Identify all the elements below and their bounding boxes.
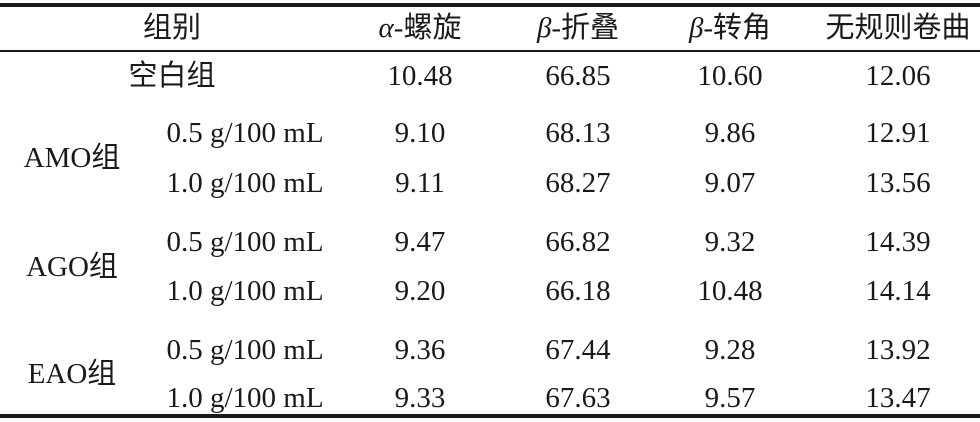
value-cell: 9.86 — [704, 117, 756, 149]
value-cell: 12.06 — [865, 60, 931, 92]
value-cell: 9.07 — [704, 167, 756, 199]
value-cell: 9.33 — [394, 382, 446, 414]
value-cell: 9.20 — [394, 275, 446, 307]
value-cell: 66.82 — [545, 226, 611, 258]
value-cell: 68.27 — [545, 167, 611, 199]
top-rule — [0, 3, 980, 7]
header-rule — [0, 50, 980, 52]
value-cell: 12.91 — [865, 117, 931, 149]
value-cell: 66.85 — [545, 60, 611, 92]
value-cell: 10.60 — [697, 60, 763, 92]
value-cell: 10.48 — [697, 275, 763, 307]
header-cell: β-转角 — [688, 12, 772, 44]
value-cell: 9.57 — [704, 382, 756, 414]
row-label: 空白组 — [128, 60, 216, 92]
dose-label: 1.0 g/100 mL — [166, 275, 324, 307]
value-cell: 9.11 — [395, 167, 445, 199]
value-cell: 9.32 — [704, 226, 756, 258]
dose-label: 0.5 g/100 mL — [166, 117, 324, 149]
value-cell: 14.14 — [865, 275, 931, 307]
value-cell: 10.48 — [387, 60, 453, 92]
value-cell: 13.92 — [865, 334, 931, 366]
header-cell: β-折叠 — [536, 12, 620, 44]
dose-label: 1.0 g/100 mL — [166, 167, 324, 199]
dose-label: 1.0 g/100 mL — [166, 382, 324, 414]
group-label: AMO组 — [23, 142, 121, 174]
value-cell: 9.36 — [394, 334, 446, 366]
value-cell: 68.13 — [545, 117, 611, 149]
value-cell: 67.63 — [545, 382, 611, 414]
value-cell: 9.28 — [704, 334, 756, 366]
dose-label: 0.5 g/100 mL — [166, 334, 324, 366]
dose-label: 0.5 g/100 mL — [166, 226, 324, 258]
value-cell: 66.18 — [545, 275, 611, 307]
value-cell: 13.56 — [865, 167, 931, 199]
value-cell: 67.44 — [545, 334, 611, 366]
group-label: EAO组 — [27, 358, 117, 390]
value-cell: 14.39 — [865, 226, 931, 258]
value-cell: 13.47 — [865, 382, 931, 414]
header-cell: α-螺旋 — [378, 12, 462, 44]
header-cell: 组别 — [142, 12, 202, 44]
value-cell: 9.47 — [394, 226, 446, 258]
bottom-rule — [0, 414, 980, 418]
group-label: AGO组 — [26, 250, 118, 283]
header-cell: 无规则卷曲 — [825, 12, 971, 44]
value-cell: 9.10 — [394, 117, 446, 149]
